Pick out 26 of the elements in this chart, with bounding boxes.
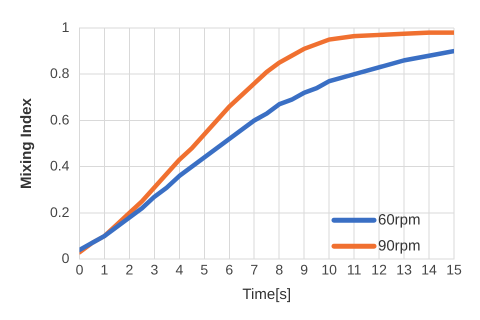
x-tick-label: 0: [76, 261, 84, 278]
y-tick-label: 0: [62, 250, 70, 266]
legend-label: 90rpm: [378, 237, 421, 254]
x-tick-label: 10: [321, 261, 338, 278]
y-tick-label: 0.8: [50, 65, 70, 82]
x-tick-label: 7: [250, 261, 258, 278]
y-axis-title: Mixing Index: [18, 98, 36, 190]
x-tick-label: 14: [421, 261, 438, 278]
x-tick-label: 6: [225, 261, 234, 278]
x-tick-label: 4: [175, 261, 184, 278]
x-tick-label: 9: [300, 261, 308, 278]
y-tick-label: 0.2: [50, 204, 70, 220]
x-tick-label: 2: [126, 261, 134, 278]
y-tick-label: 0.6: [50, 111, 70, 128]
x-tick-label: 11: [346, 261, 362, 278]
x-tick-label: 15: [446, 261, 462, 278]
legend-label: 60rpm: [378, 211, 421, 228]
x-axis-title: Time[s]: [242, 286, 292, 304]
x-tick-label: 1: [100, 261, 109, 278]
y-tick-label: 1: [62, 18, 70, 35]
x-tick-label: 12: [371, 261, 388, 278]
x-tick-label: 8: [275, 261, 284, 278]
x-tick-label: 5: [200, 261, 208, 278]
x-tick-label: 3: [150, 261, 158, 278]
y-tick-label: 0.4: [50, 158, 70, 174]
x-tick-label: 13: [396, 261, 412, 278]
